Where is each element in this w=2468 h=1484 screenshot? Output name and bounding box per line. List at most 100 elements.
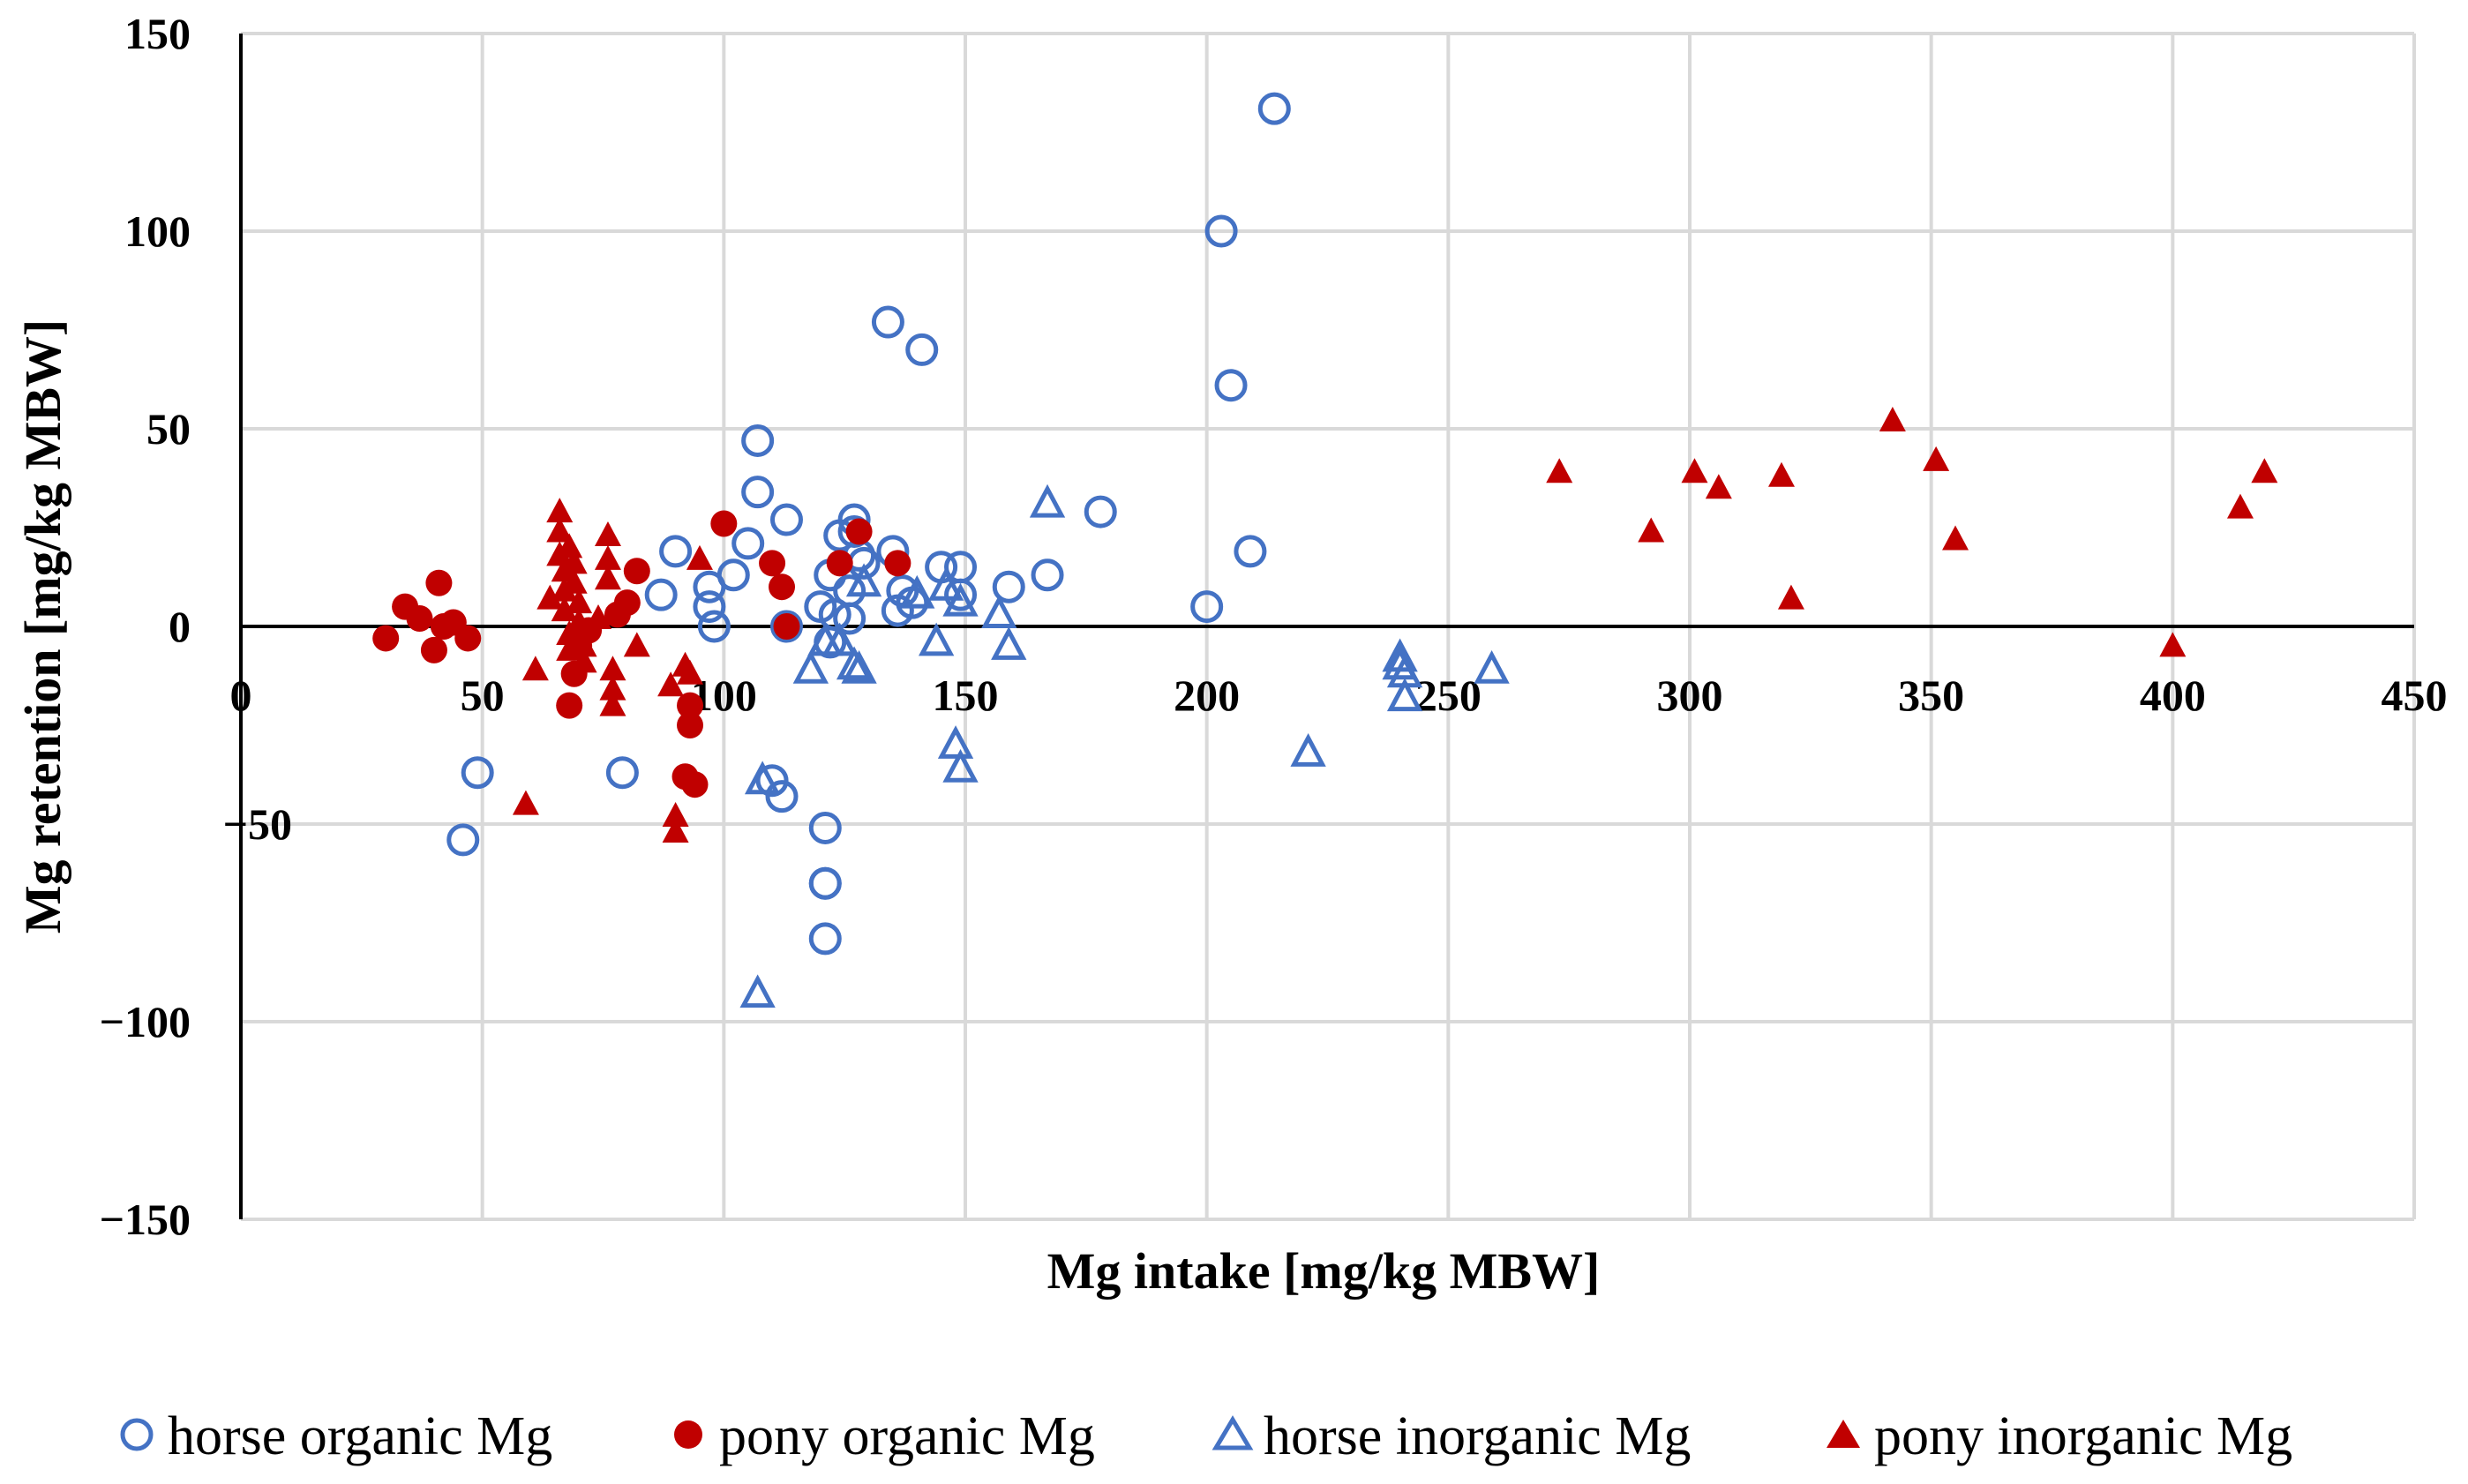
- legend-marker-horse-organic: [120, 1418, 154, 1451]
- point-s1-14: [623, 558, 650, 585]
- point-s1-19: [710, 510, 738, 537]
- x-tick-label-150: 150: [933, 671, 999, 720]
- point-s1-21: [769, 573, 796, 601]
- x-tick-label-250: 250: [1415, 671, 1482, 720]
- point-s2-1: [744, 761, 781, 795]
- point-s2-13: [942, 582, 979, 617]
- y-tick-label--100: −100: [100, 997, 191, 1046]
- point-s0-43: [1190, 590, 1224, 624]
- point-s3-30: [677, 659, 704, 685]
- point-s3-3: [546, 498, 574, 523]
- point-s2-7: [845, 563, 882, 597]
- point-s2-21: [1386, 678, 1423, 712]
- point-s0-12: [755, 764, 789, 798]
- x-tick-label-300: 300: [1657, 671, 1723, 720]
- point-s0-14: [769, 503, 803, 536]
- point-s0-13: [765, 780, 799, 813]
- point-s2-12: [942, 748, 979, 783]
- point-s3-0: [512, 790, 539, 815]
- point-s1-22: [773, 613, 800, 640]
- series-0: [446, 92, 1291, 956]
- point-s3-23: [599, 675, 626, 701]
- point-s2-9: [918, 622, 955, 656]
- point-s3-32: [1546, 458, 1573, 483]
- point-s3-38: [1879, 407, 1906, 432]
- y-tick-label--50: −50: [223, 799, 293, 849]
- legend-item-pony-inorganic: pony inorganic Mg: [1827, 1406, 2292, 1466]
- point-s3-43: [2251, 458, 2278, 483]
- point-s3-36: [1767, 461, 1795, 487]
- point-s3-4: [546, 517, 574, 543]
- x-tick-label-450: 450: [2382, 671, 2448, 720]
- point-s3-19: [594, 521, 621, 546]
- point-s0-11: [741, 476, 775, 509]
- legend-marker-pony-organic: [674, 1420, 702, 1449]
- point-s1-7: [454, 625, 482, 652]
- point-s0-7: [697, 610, 731, 643]
- point-s0-3: [644, 578, 678, 611]
- point-s3-1: [521, 656, 549, 681]
- point-s2-17: [1290, 733, 1326, 767]
- point-s3-17: [570, 648, 597, 673]
- point-s1-3: [420, 636, 447, 663]
- point-s3-16: [570, 632, 597, 657]
- point-s0-40: [992, 570, 1025, 603]
- point-s2-4: [821, 622, 858, 656]
- point-s0-31: [871, 305, 904, 339]
- point-s1-16: [677, 712, 704, 738]
- point-s3-12: [560, 549, 588, 574]
- point-s3-41: [2159, 632, 2187, 657]
- data-points: [372, 92, 2278, 1008]
- point-s0-23: [818, 598, 851, 632]
- point-s1-24: [845, 518, 873, 545]
- point-s0-45: [1214, 369, 1248, 402]
- x-axis-title: Mg intake [mg/kg MBW]: [1047, 1242, 1601, 1300]
- point-s1-2: [406, 605, 433, 633]
- point-s0-9: [731, 527, 765, 560]
- point-s0-17: [808, 811, 842, 844]
- legend-label-horse-inorganic: horse inorganic Mg: [1264, 1406, 1691, 1466]
- tick-labels: 0 50 100 150 200 250 300 350 400 450 150 100 50 0 −100…: [100, 9, 2448, 1244]
- legend-item-horse-organic: horse organic Mg: [120, 1406, 552, 1466]
- point-s2-15: [991, 626, 1027, 660]
- point-s2-5: [836, 646, 873, 680]
- point-s1-20: [759, 550, 786, 577]
- point-s0-19: [808, 866, 842, 900]
- point-s0-46: [1234, 535, 1267, 568]
- series-3: [512, 407, 2278, 843]
- point-s0-8: [716, 558, 750, 592]
- legend-item-horse-inorganic: horse inorganic Mg: [1211, 1406, 1691, 1466]
- point-s0-4: [659, 535, 693, 568]
- series-2: [739, 483, 1510, 1008]
- y-tick-label-150: 150: [124, 9, 191, 58]
- point-s3-24: [599, 691, 626, 716]
- x-tick-label-200: 200: [1174, 671, 1240, 720]
- point-s2-6: [841, 649, 877, 684]
- gridlines: [241, 32, 2416, 1221]
- point-s2-11: [937, 725, 974, 759]
- point-s1-0: [372, 625, 400, 652]
- x-tick-label-100: 100: [691, 671, 757, 720]
- point-s0-39: [944, 578, 978, 611]
- point-s3-13: [560, 568, 588, 594]
- point-s0-41: [1031, 558, 1064, 592]
- x-tick-label-0: 0: [230, 671, 252, 720]
- point-s0-26: [833, 602, 866, 635]
- point-s0-10: [741, 423, 775, 457]
- point-s3-26: [657, 671, 685, 697]
- point-s0-15: [769, 610, 803, 643]
- point-s3-35: [1705, 474, 1732, 499]
- point-s2-8: [899, 574, 935, 609]
- point-s1-25: [884, 550, 911, 577]
- point-s0-0: [446, 823, 480, 857]
- point-s3-15: [566, 608, 593, 633]
- point-s2-22: [1474, 649, 1510, 684]
- point-s3-33: [1638, 517, 1665, 543]
- point-s3-34: [1681, 458, 1708, 483]
- legend-label-pony-inorganic: pony inorganic Mg: [1874, 1406, 2292, 1466]
- x-tick-label-50: 50: [461, 671, 505, 720]
- point-s3-27: [662, 802, 689, 828]
- point-s0-20: [808, 922, 842, 956]
